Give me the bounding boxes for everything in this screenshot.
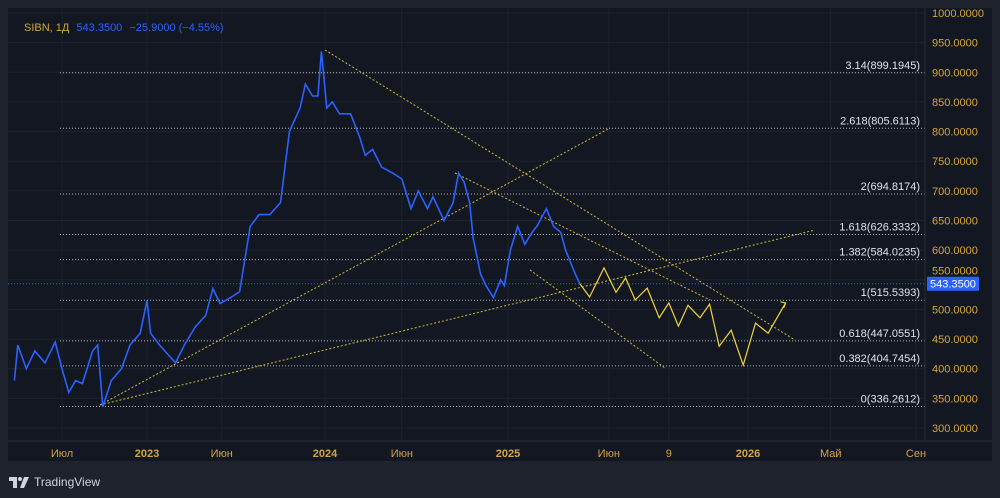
y-tick-label: 550.0000 xyxy=(932,266,978,278)
fib-level-label: 1.382(584.0235) xyxy=(839,247,920,259)
fib-level-label: 1.618(626.3332) xyxy=(839,222,920,234)
trendline[interactable] xyxy=(529,269,666,369)
y-tick-label: 950.0000 xyxy=(932,38,978,50)
y-tick-label: 800.0000 xyxy=(932,127,978,139)
price-axis[interactable] xyxy=(925,8,992,441)
x-tick-label: 2023 xyxy=(135,448,159,460)
x-tick-label: 2025 xyxy=(496,448,520,460)
trendline[interactable] xyxy=(454,172,711,301)
forecast-arrowhead xyxy=(780,301,787,309)
y-tick-label: 450.0000 xyxy=(932,334,978,346)
fib-level-label: 0(336.2612) xyxy=(861,394,920,406)
x-tick-label: 2026 xyxy=(736,448,760,460)
fib-level-label: 3.14(899.1945) xyxy=(845,60,920,72)
y-tick-label: 750.0000 xyxy=(932,156,978,168)
x-tick-label: 2024 xyxy=(313,448,338,460)
x-tick-label: Июл xyxy=(51,448,73,460)
y-tick-label: 600.0000 xyxy=(932,245,978,257)
fib-level-label: 2(694.8174) xyxy=(861,181,920,193)
x-tick-label: Июн xyxy=(211,448,233,460)
price-change: −25.9000 (−4.55%) xyxy=(129,22,224,34)
y-tick-label: 650.0000 xyxy=(932,216,978,228)
y-tick-label: 700.0000 xyxy=(932,186,978,198)
last-price-badge xyxy=(927,276,979,291)
y-tick-label: 400.0000 xyxy=(932,364,978,376)
chart-panel[interactable]: 3.14(899.1945) 2.618(805.6113) 2(694.8174)… xyxy=(8,8,992,461)
x-tick-label: 9 xyxy=(666,448,672,460)
x-tick-label: Июн xyxy=(391,448,413,460)
trendline[interactable] xyxy=(99,127,611,406)
symbol-label: SIBN, 1Д xyxy=(24,22,70,34)
trendline[interactable] xyxy=(99,229,816,406)
tradingview-logo[interactable]: TradingView xyxy=(9,475,100,489)
tradingview-icon xyxy=(9,476,29,488)
x-tick-label: Июн xyxy=(598,448,620,460)
fib-level-label: 1(515.5393) xyxy=(861,287,920,299)
price-chart[interactable]: 3.14(899.1945) 2.618(805.6113) 2(694.8174)… xyxy=(8,8,992,461)
y-tick-label: 350.0000 xyxy=(932,393,978,405)
last-price: 543.3500 xyxy=(76,22,123,34)
y-tick-label: 850.0000 xyxy=(932,97,978,109)
price-line xyxy=(13,51,581,407)
fib-level-label: 0.382(404.7454) xyxy=(839,353,920,365)
brand-name: TradingView xyxy=(34,475,101,489)
x-tick-label: Май xyxy=(820,448,842,460)
x-tick-label: Сен xyxy=(906,448,926,460)
last-price-badge-label: 543.3500 xyxy=(930,279,976,291)
trendline[interactable] xyxy=(324,49,796,341)
fib-level-label: 2.618(805.6113) xyxy=(840,115,920,127)
y-tick-label: 1000.0000 xyxy=(932,8,984,20)
y-tick-label: 500.0000 xyxy=(932,304,978,316)
symbol-legend: SIBN, 1Д 543.3500 −25.9000 (−4.55%) xyxy=(24,22,224,34)
y-tick-label: 300.0000 xyxy=(932,423,978,435)
fib-level-label: 0.618(447.0551) xyxy=(839,328,920,340)
y-tick-label: 900.0000 xyxy=(932,67,978,79)
forecast-line xyxy=(579,266,787,368)
